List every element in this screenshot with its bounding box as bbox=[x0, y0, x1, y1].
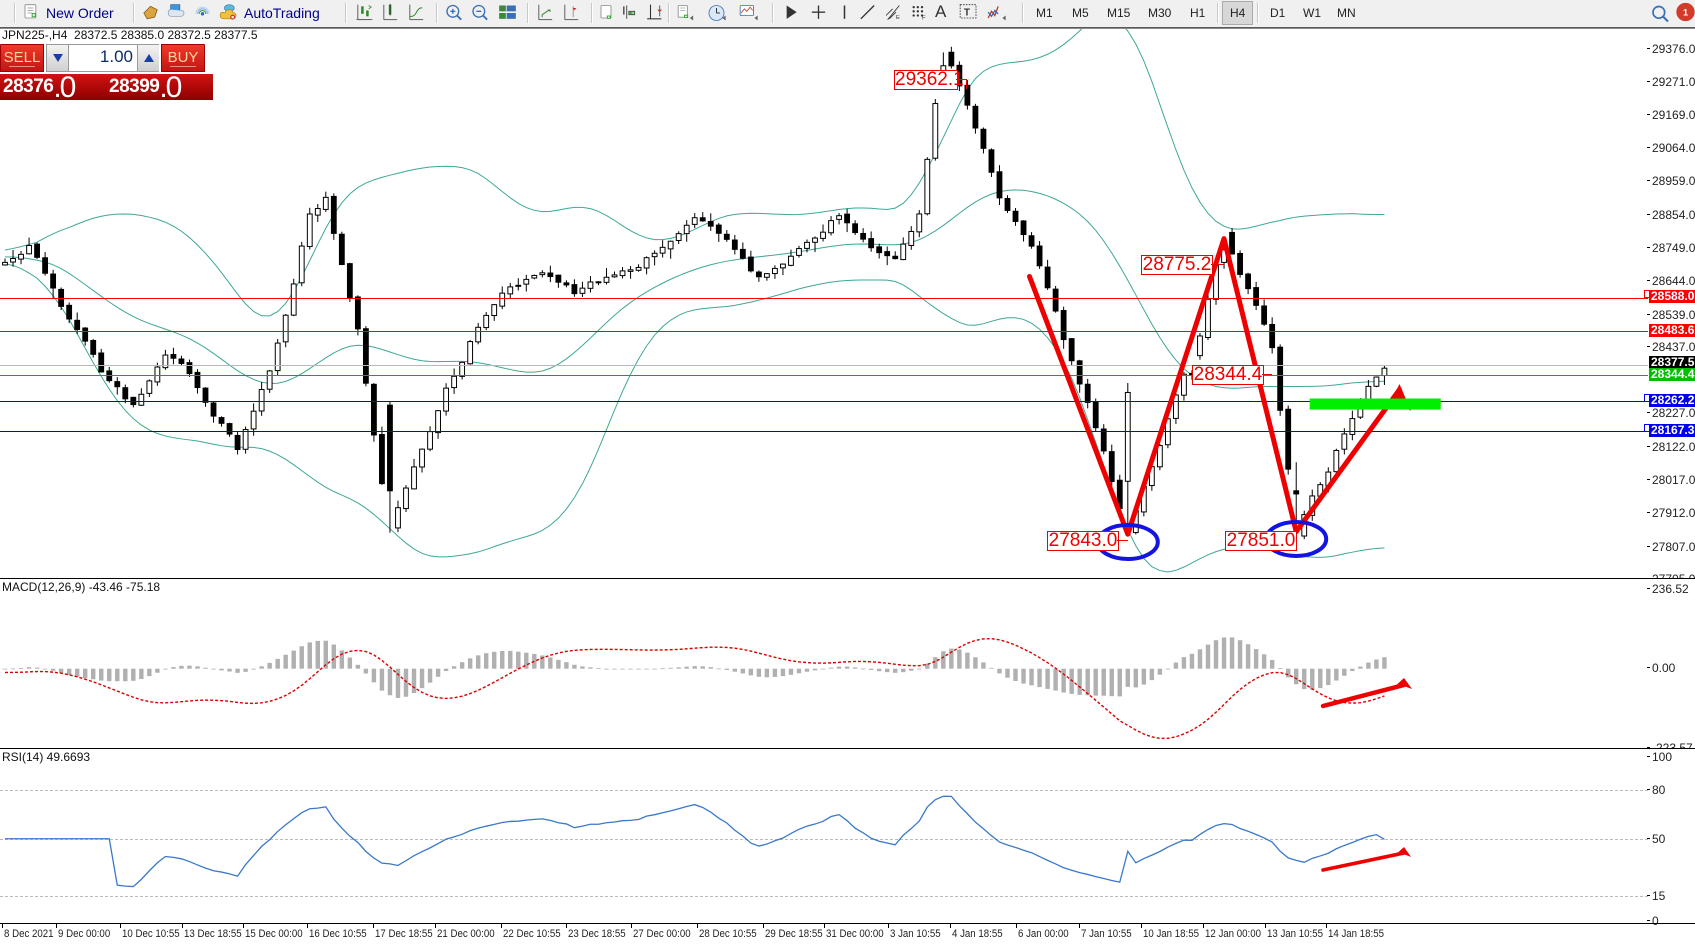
svg-text:E: E bbox=[896, 15, 900, 21]
svg-text:F: F bbox=[922, 16, 926, 22]
svg-text:1: 1 bbox=[1683, 7, 1688, 17]
svg-text:T: T bbox=[964, 8, 970, 19]
